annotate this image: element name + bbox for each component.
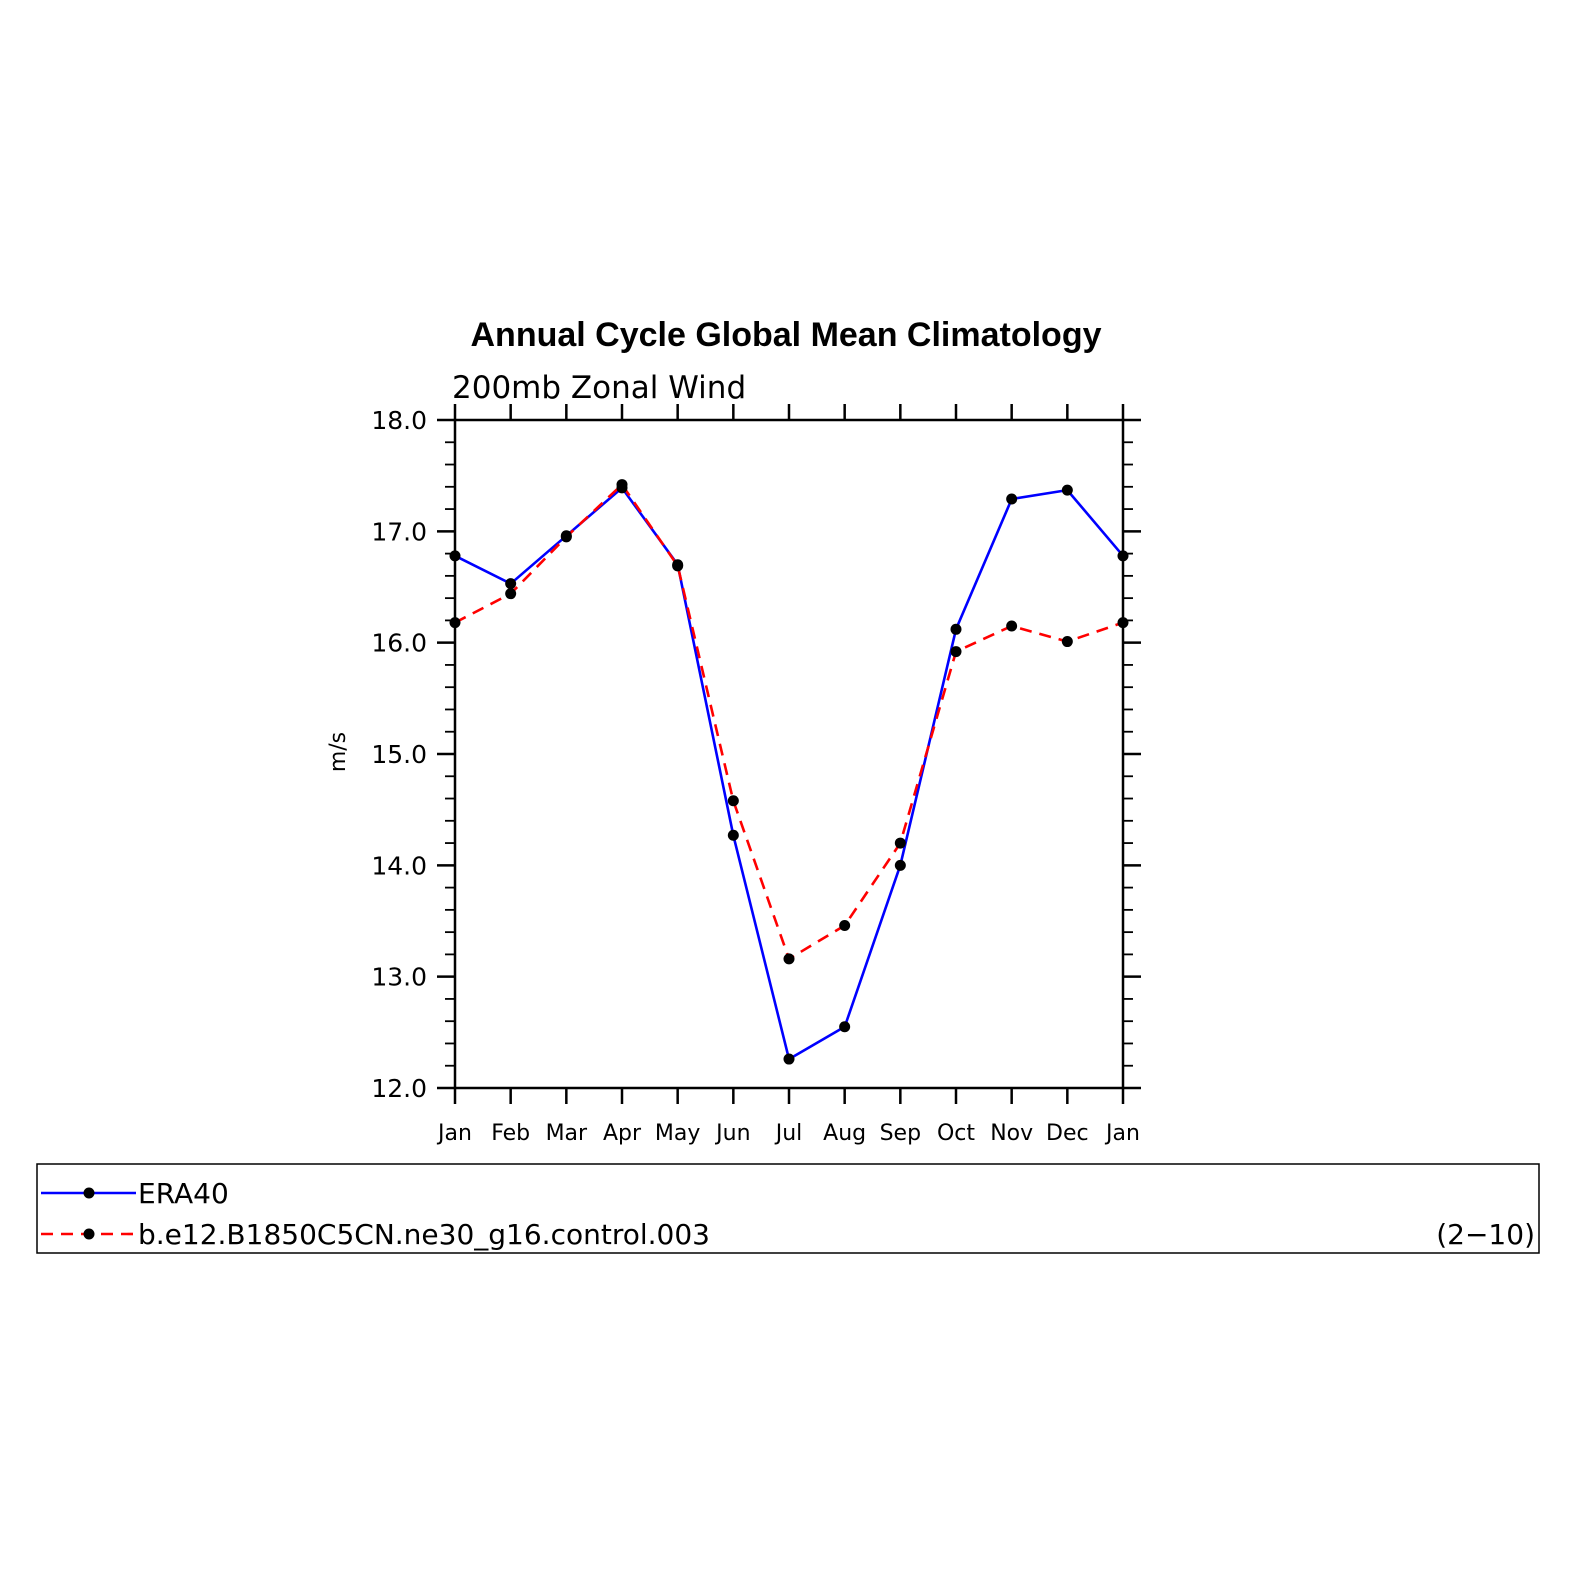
data-point-series-1 [505,578,517,590]
data-point-series-1 [1006,493,1018,505]
x-tick-label: May [655,1121,700,1146]
data-point-series-2 [1006,620,1018,632]
plot-axes: 12.0 13.0 14.0 15.0 16.0 17.0 18.0 Jan Feb Mar Apr… [371,404,1141,1146]
legend-label-2: b.e12.B1850C5CN.ne30_g16.control.003 [138,1218,710,1251]
data-point-series-2 [950,646,962,658]
legend-box [36,1163,1540,1254]
data-point-series-2 [449,617,461,629]
data-point-series-2 [783,953,795,965]
y-tick-label: 12.0 [371,1074,427,1103]
x-tick-label: Oct [937,1121,975,1146]
data-point-series-1 [727,829,739,841]
y-axis-label: m/s [326,732,351,772]
x-tick-label: Mar [546,1121,588,1146]
data-point-series-2 [560,531,572,543]
data-point-series-1 [783,1053,795,1065]
plot-frame [453,418,1125,1090]
x-tick-label: Apr [603,1121,642,1146]
legend-label-1: ERA40 [138,1177,229,1210]
data-point-series-1 [950,623,962,635]
legend-marker-1 [83,1187,95,1199]
x-tick-label: Aug [823,1121,866,1146]
data-point-series-2 [672,560,684,572]
x-tick-label: Feb [491,1121,530,1146]
series-line-2 [454,483,1124,961]
series-line-1 [454,486,1124,1061]
x-tick-label: Jan [1104,1121,1140,1146]
y-tick-label: 15.0 [371,740,427,769]
data-point-series-2 [505,588,517,600]
chart-title: Annual Cycle Global Mean Climatology [471,316,1102,354]
y-tick-label: 18.0 [371,406,427,435]
x-tick-label: Jun [714,1121,750,1146]
legend: ERA40 b.e12.B1850C5CN.ne30_g16.control.00… [36,1163,1540,1254]
x-tick-label: Dec [1046,1121,1089,1146]
x-tick-label: Jul [774,1121,803,1146]
data-point-series-2 [616,479,628,491]
data-point-series-2 [839,919,851,931]
chart-subtitle: 200mb Zonal Wind [452,370,746,406]
data-point-series-2 [1061,636,1073,648]
data-point-series-1 [1061,484,1073,496]
legend-marker-2 [83,1228,95,1240]
y-tick-label: 14.0 [371,851,427,880]
x-tick-label: Sep [880,1121,921,1146]
data-point-series-2 [894,837,906,849]
legend-note: (2−10) [1436,1218,1535,1251]
y-tick-label: 13.0 [371,963,427,992]
data-point-series-2 [727,795,739,807]
y-tick-label: 17.0 [371,517,427,546]
data-point-series-1 [1117,550,1129,562]
plot-series [449,479,1129,1065]
data-point-series-1 [449,550,461,562]
y-tick-label: 16.0 [371,629,427,658]
x-tick-label: Jan [436,1121,472,1146]
data-point-series-2 [1117,617,1129,629]
data-point-series-1 [894,859,906,871]
x-tick-label: Nov [990,1121,1033,1146]
data-point-series-1 [839,1021,851,1033]
